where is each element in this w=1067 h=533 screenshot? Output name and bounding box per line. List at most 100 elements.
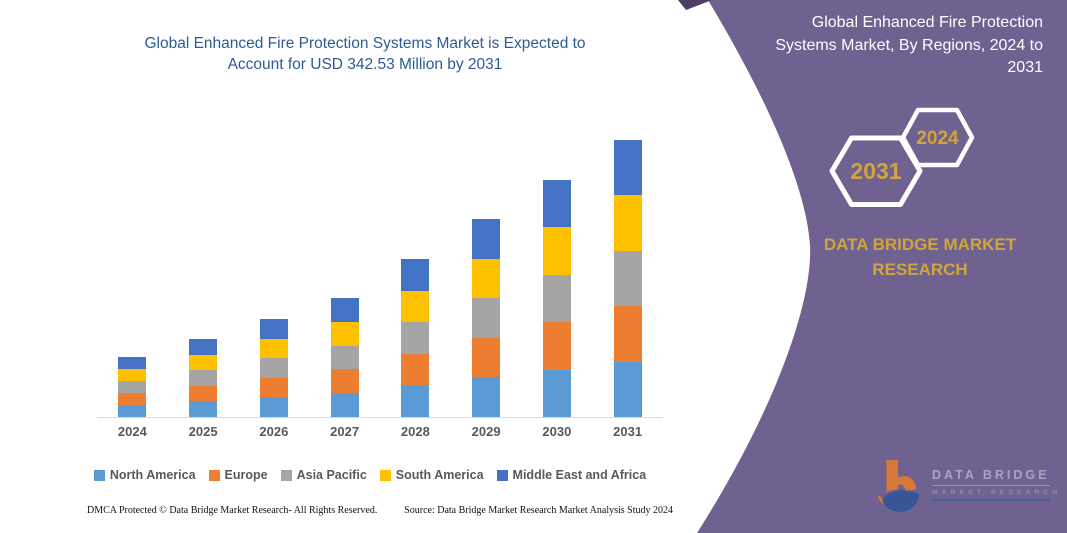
legend-item-europe: Europe <box>208 468 268 482</box>
right-title-line1: Global Enhanced Fire Protection <box>811 14 1043 31</box>
legend-swatch <box>496 469 508 481</box>
bar-2030 <box>542 179 571 417</box>
bar-2031 <box>613 140 642 417</box>
bar-segment-europe <box>613 306 642 362</box>
bar-segment-middle-east-and-africa <box>118 357 147 369</box>
hexagon-2024-label: 2024 <box>916 128 959 149</box>
chart-title-line1: Global Enhanced Fire Protection Systems … <box>144 35 586 52</box>
bar-2026 <box>259 318 288 417</box>
legend-swatch <box>379 469 391 481</box>
bar-2025 <box>189 339 218 417</box>
legend: North America Europe Asia Pacific South Ame… <box>70 468 670 482</box>
legend-label: Middle East and Africa <box>512 468 647 482</box>
bar-segment-asia-pacific <box>259 358 288 378</box>
legend-label: North America <box>109 468 196 482</box>
bar-segment-europe <box>259 377 288 398</box>
x-label-2025: 2025 <box>188 424 218 439</box>
watermark-blue-line <box>932 499 1050 501</box>
corner-accent-triangle <box>678 0 712 10</box>
bar-2024 <box>118 357 147 417</box>
bar-segment-north-america <box>472 377 501 417</box>
logo-orange-shape <box>886 459 917 492</box>
source-text: Source: Data Bridge Market Research Mark… <box>404 505 673 516</box>
legend-label: Europe <box>224 468 268 482</box>
bar-segment-europe <box>189 385 218 402</box>
watermark-logo: DATA BRIDGE MARKET RESEARCH <box>876 458 1062 520</box>
hexagon-2024-outline <box>900 107 975 168</box>
bar-segment-middle-east-and-africa <box>613 140 642 196</box>
bar-segment-europe <box>472 337 501 378</box>
bar-segment-north-america <box>189 401 218 417</box>
x-label-2027: 2027 <box>330 424 360 439</box>
legend-label: South America <box>395 468 484 482</box>
hexagon-2031-outline <box>829 135 923 207</box>
bar-segment-asia-pacific <box>330 345 359 370</box>
watermark-subtitle: MARKET RESEARCH <box>932 489 1062 496</box>
data-bridge-logo-icon <box>877 459 920 512</box>
legend-swatch <box>208 469 220 481</box>
chart-title: Global Enhanced Fire Protection Systems … <box>60 33 670 75</box>
bar-segment-south-america <box>118 369 147 381</box>
bar-segment-south-america <box>259 338 288 359</box>
bar-segment-asia-pacific <box>189 370 218 386</box>
bar-segment-europe <box>542 322 571 370</box>
x-label-2028: 2028 <box>400 424 430 439</box>
bar-segment-middle-east-and-africa <box>259 318 288 339</box>
legend-item-south-america: South America <box>379 468 484 482</box>
bar-segment-europe <box>330 369 359 394</box>
x-label-2030: 2030 <box>542 424 572 439</box>
bar-segment-middle-east-and-africa <box>330 297 359 322</box>
bar-segment-asia-pacific <box>118 381 147 393</box>
right-title-line2: Systems Market, By Regions, 2024 to <box>775 36 1043 54</box>
legend-swatch <box>280 469 292 481</box>
bar-segment-north-america <box>259 397 288 417</box>
bar-segment-europe <box>401 353 430 386</box>
bar-2028 <box>401 259 430 417</box>
bar-segment-middle-east-and-africa <box>472 219 501 259</box>
x-label-2031: 2031 <box>613 424 643 439</box>
bar-segment-middle-east-and-africa <box>401 259 430 291</box>
legend-swatch <box>93 469 105 481</box>
bar-segment-europe <box>118 393 147 405</box>
bar-2027 <box>330 297 359 417</box>
bar-segment-asia-pacific <box>401 322 430 354</box>
plot-area <box>97 117 663 418</box>
brand-text: DATA BRIDGE MARKET RESEARCH <box>820 232 1020 282</box>
legend-item-asia-pacific: Asia Pacific <box>280 468 367 482</box>
bar-segment-asia-pacific <box>472 298 501 338</box>
footer: DMCA Protected © Data Bridge Market Rese… <box>87 505 673 516</box>
bar-segment-middle-east-and-africa <box>189 339 218 355</box>
watermark-divider <box>932 485 1050 486</box>
watermark-text-block: DATA BRIDGE MARKET RESEARCH <box>932 458 1062 501</box>
bar-segment-south-america <box>542 227 571 275</box>
bar-segment-north-america <box>542 369 571 417</box>
chart-title-line2: Account for USD 342.53 Million by 2031 <box>227 56 503 73</box>
hexagon-badges: 2031 2024 <box>829 107 975 207</box>
bar-segment-asia-pacific <box>613 250 642 307</box>
bar-segment-south-america <box>401 290 430 323</box>
brand-text-line1: DATA BRIDGE MARKET <box>823 235 1017 254</box>
watermark-brand: DATA BRIDGE <box>932 468 1050 482</box>
purple-panel-path <box>697 0 1067 533</box>
x-label-2026: 2026 <box>259 424 289 439</box>
x-axis-labels: 2024 2025 2026 2027 2028 2029 2030 2031 <box>97 424 663 439</box>
legend-item-north-america: North America <box>93 468 196 482</box>
brand-text-line2: RESEARCH <box>872 260 968 279</box>
hexagon-2031-label: 2031 <box>850 158 901 184</box>
bar-segment-north-america <box>613 361 642 417</box>
dmca-text: DMCA Protected © Data Bridge Market Rese… <box>87 505 378 516</box>
bar-segment-south-america <box>189 354 218 371</box>
bar-segment-north-america <box>330 393 359 417</box>
bar-segment-north-america <box>401 385 430 417</box>
logo-blue-shape <box>882 490 920 512</box>
bar-2029 <box>472 219 501 417</box>
x-label-2029: 2029 <box>471 424 501 439</box>
bar-segment-south-america <box>472 258 501 299</box>
bar-segment-asia-pacific <box>542 274 571 323</box>
right-title-line3: 2031 <box>1007 59 1043 76</box>
bar-segment-south-america <box>330 321 359 346</box>
legend-label: Asia Pacific <box>296 468 367 482</box>
legend-item-middle-east-and-africa: Middle East and Africa <box>496 468 647 482</box>
